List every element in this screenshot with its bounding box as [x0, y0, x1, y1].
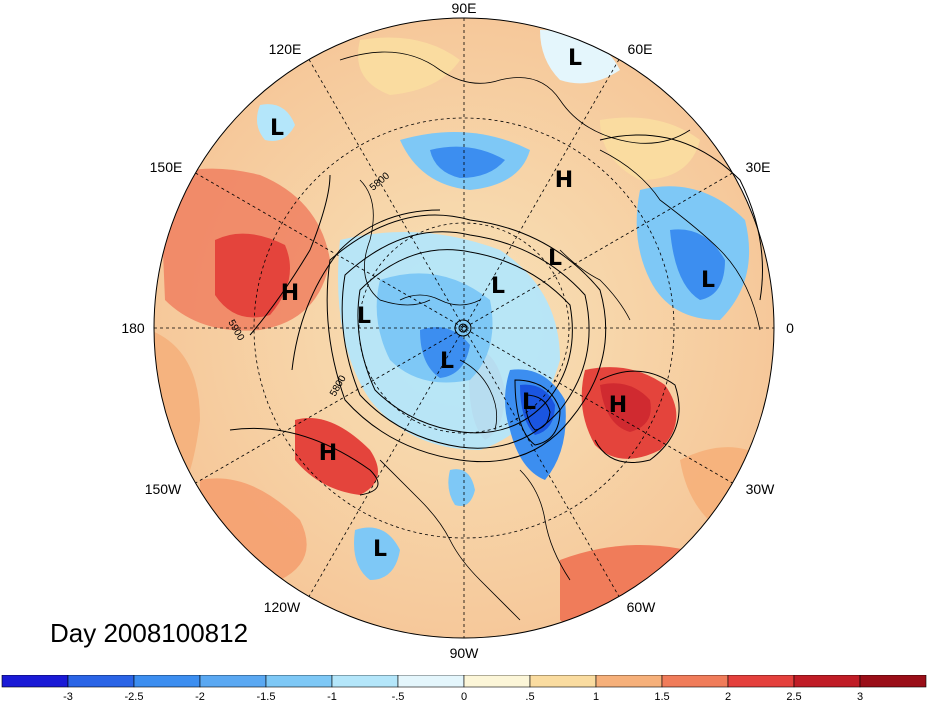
pressure-center-label: H: [319, 441, 337, 466]
colorbar-swatch: [793, 675, 861, 688]
coastlines: [339, 51, 761, 621]
pressure-center-label: H: [281, 281, 299, 306]
height-contours: [229, 134, 763, 496]
colorbar-tick-label: -3: [63, 691, 73, 702]
colorbar-swatch: [133, 675, 201, 688]
colorbar-swatch: [265, 675, 333, 688]
colorbar-tick-label: -2.5: [125, 691, 144, 702]
page-title: Day 2008100812: [50, 618, 249, 648]
colorbar: -3 -2.5 -2 -1.5 -1 -.5 0 .5 1 1.5 2 2.5 3: [1, 675, 927, 702]
colorbar-tick-label: -2: [195, 691, 205, 702]
lon-label-180: 180: [121, 320, 145, 336]
pressure-center-label: L: [701, 268, 715, 293]
lon-label-150w: 150W: [145, 481, 182, 497]
colorbar-swatch: [859, 675, 927, 688]
pressure-center-label: H: [555, 168, 573, 193]
lon-label-60w: 60W: [627, 599, 657, 615]
pressure-center-label: L: [491, 274, 505, 299]
colorbar-tick-label: 1.5: [654, 691, 669, 702]
colorbar-swatch: [727, 675, 795, 688]
longitude-labels: 90E 60E 120E 30E 150E 0 180 30W 150W 60W…: [121, 0, 794, 661]
lon-label-150e: 150E: [150, 159, 183, 175]
lon-label-90w: 90W: [450, 645, 480, 661]
pressure-center-label: L: [440, 349, 454, 374]
lon-label-60e: 60E: [628, 41, 653, 57]
colorbar-tick-label: 1: [593, 691, 599, 702]
lon-label-120w: 120W: [264, 599, 301, 615]
lon-label-30e: 30E: [746, 159, 771, 175]
colorbar-tick-label: -1.5: [257, 691, 276, 702]
lon-label-30w: 30W: [746, 481, 776, 497]
pressure-centers: L L H L L L H L L L H H L: [270, 46, 715, 562]
pressure-center-label: L: [373, 537, 387, 562]
colorbar-swatch: [595, 675, 663, 688]
colorbar-tick-label: .5: [525, 691, 534, 702]
pressure-center-label: L: [270, 116, 284, 141]
pressure-center-label: L: [548, 246, 562, 271]
colorbar-swatch: [529, 675, 597, 688]
colorbar-ticks: -3 -2.5 -2 -1.5 -1 -.5 0 .5 1 1.5 2 2.5 3: [63, 691, 863, 702]
graticule: [154, 18, 774, 638]
lon-label-90e: 90E: [452, 0, 477, 16]
colorbar-swatch: [199, 675, 267, 688]
colorbar-swatch: [661, 675, 729, 688]
pressure-center-label: L: [568, 46, 582, 71]
colorbar-swatch: [67, 675, 135, 688]
colorbar-tick-label: 2.5: [786, 691, 801, 702]
colorbar-tick-label: 0: [461, 691, 467, 702]
colorbar-tick-label: 2: [725, 691, 731, 702]
colorbar-tick-label: 3: [857, 691, 863, 702]
colorbar-swatch: [397, 675, 465, 688]
colorbar-tick-label: -1: [327, 691, 337, 702]
colorbar-swatch: [331, 675, 399, 688]
lon-label-0: 0: [786, 320, 794, 336]
colorbar-swatch: [1, 675, 69, 688]
colorbar-tick-label: -.5: [392, 691, 405, 702]
colorbar-swatches: [1, 675, 927, 688]
pressure-center-label: H: [609, 393, 627, 418]
map-border: [153, 17, 775, 639]
colorbar-swatch: [463, 675, 531, 688]
pressure-center-label: L: [357, 304, 371, 329]
pressure-center-label: L: [522, 390, 536, 415]
lon-label-120e: 120E: [269, 41, 302, 57]
